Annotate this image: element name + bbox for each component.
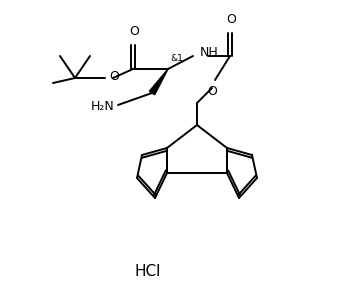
Text: O: O — [129, 25, 139, 38]
Text: HCl: HCl — [135, 263, 161, 279]
Text: O: O — [226, 13, 236, 26]
Text: O: O — [207, 85, 217, 98]
Polygon shape — [149, 69, 168, 95]
Text: O: O — [109, 71, 119, 84]
Text: NH: NH — [200, 47, 219, 59]
Text: H₂N: H₂N — [91, 100, 115, 113]
Text: &1: &1 — [170, 54, 183, 63]
